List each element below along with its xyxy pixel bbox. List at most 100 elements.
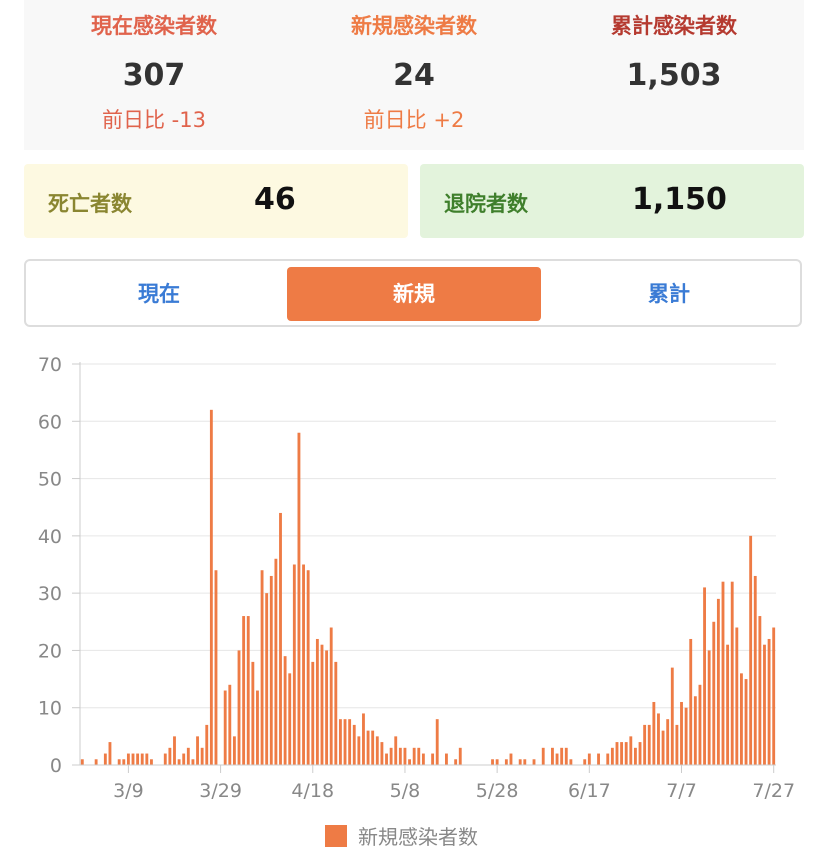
bar [675,724,679,765]
bar [661,730,665,765]
bar [749,535,753,765]
tab-current[interactable]: 現在 [138,282,180,306]
bar [232,736,236,765]
bar [283,656,287,765]
bar [703,587,706,765]
bar [532,759,536,765]
bar [620,742,624,765]
bar [94,759,98,765]
bar [716,598,720,765]
bar [726,644,730,765]
bar [615,742,619,765]
bar [606,753,610,765]
x-tick-label: 5/8 [390,780,421,802]
bar [352,724,356,765]
bar [223,690,227,765]
discharged-box: 退院者数 1,150 [420,164,804,238]
bar [412,747,416,765]
new-cases-diff: 前日比 +2 [363,108,465,132]
bar [343,719,347,765]
bar [297,432,301,765]
bar [633,747,637,765]
bar [495,759,499,765]
bar [408,759,411,765]
bar [196,736,199,765]
bar [740,673,743,765]
bar [292,564,296,765]
bar [394,736,398,765]
x-tick-label: 7/27 [752,780,795,802]
bar [311,661,315,765]
x-tick-label: 3/9 [113,780,144,802]
x-axis: 3/9 3/29 4/18 5/8 5/28 6/17 7/7 7/27 [80,764,795,802]
bar [274,558,278,765]
bar [509,753,513,765]
bar [380,742,384,765]
bar [325,650,329,765]
deaths-label: 死亡者数 [48,192,132,216]
bar [80,759,84,765]
bar [712,621,716,765]
tab-total[interactable]: 累計 [648,282,690,306]
x-tick-label: 6/17 [568,780,611,802]
bar [431,753,435,765]
bar [403,747,407,765]
bar [329,627,333,765]
bar [126,753,130,765]
bar [260,570,264,765]
bar [666,719,670,765]
tab-new[interactable]: 新規 [287,267,541,321]
bar [610,747,614,765]
bar [491,759,494,765]
y-tick-label: 30 [38,583,62,605]
bar [338,719,342,765]
bar [269,575,273,765]
chart-tabs: 現在 新規 累計 [24,259,802,327]
bar [177,759,181,765]
bar [246,616,250,765]
bar [564,747,568,765]
current-cases-diff: 前日比 -13 [102,108,206,132]
bar [366,730,370,765]
bar [265,593,269,765]
discharged-label: 退院者数 [444,192,528,216]
bar [251,661,255,765]
y-axis: 0 10 20 30 40 50 60 70 [38,354,81,777]
discharged-value: 1,150 [632,182,727,217]
bar [518,759,522,765]
bar [209,409,213,765]
bar [504,759,508,765]
bar [680,701,683,765]
bar [375,736,379,765]
bar [523,759,527,765]
bar [758,616,762,765]
bar [306,570,310,765]
total-cases-label: 累計感染者数 [611,14,737,38]
bar [541,747,545,765]
deaths-value: 46 [254,182,296,217]
bar [560,747,564,765]
bar [173,736,176,765]
bar [684,707,688,765]
bar [421,753,425,765]
bar [735,627,739,765]
bar [417,747,421,765]
bar [707,650,711,765]
bar [555,753,559,765]
new-cases-value: 24 [393,58,435,93]
bar [237,650,241,765]
bar [182,753,186,765]
bar [763,644,766,765]
bar [191,759,195,765]
x-tick-label: 5/28 [476,780,519,802]
bar [435,719,439,765]
bar [362,713,365,765]
bar [385,753,388,765]
bar [103,753,107,765]
bar [214,570,218,765]
bar [136,753,140,765]
bar-series [80,409,776,765]
bar [647,724,651,765]
y-tick-label: 40 [38,526,62,548]
bar [140,753,144,765]
